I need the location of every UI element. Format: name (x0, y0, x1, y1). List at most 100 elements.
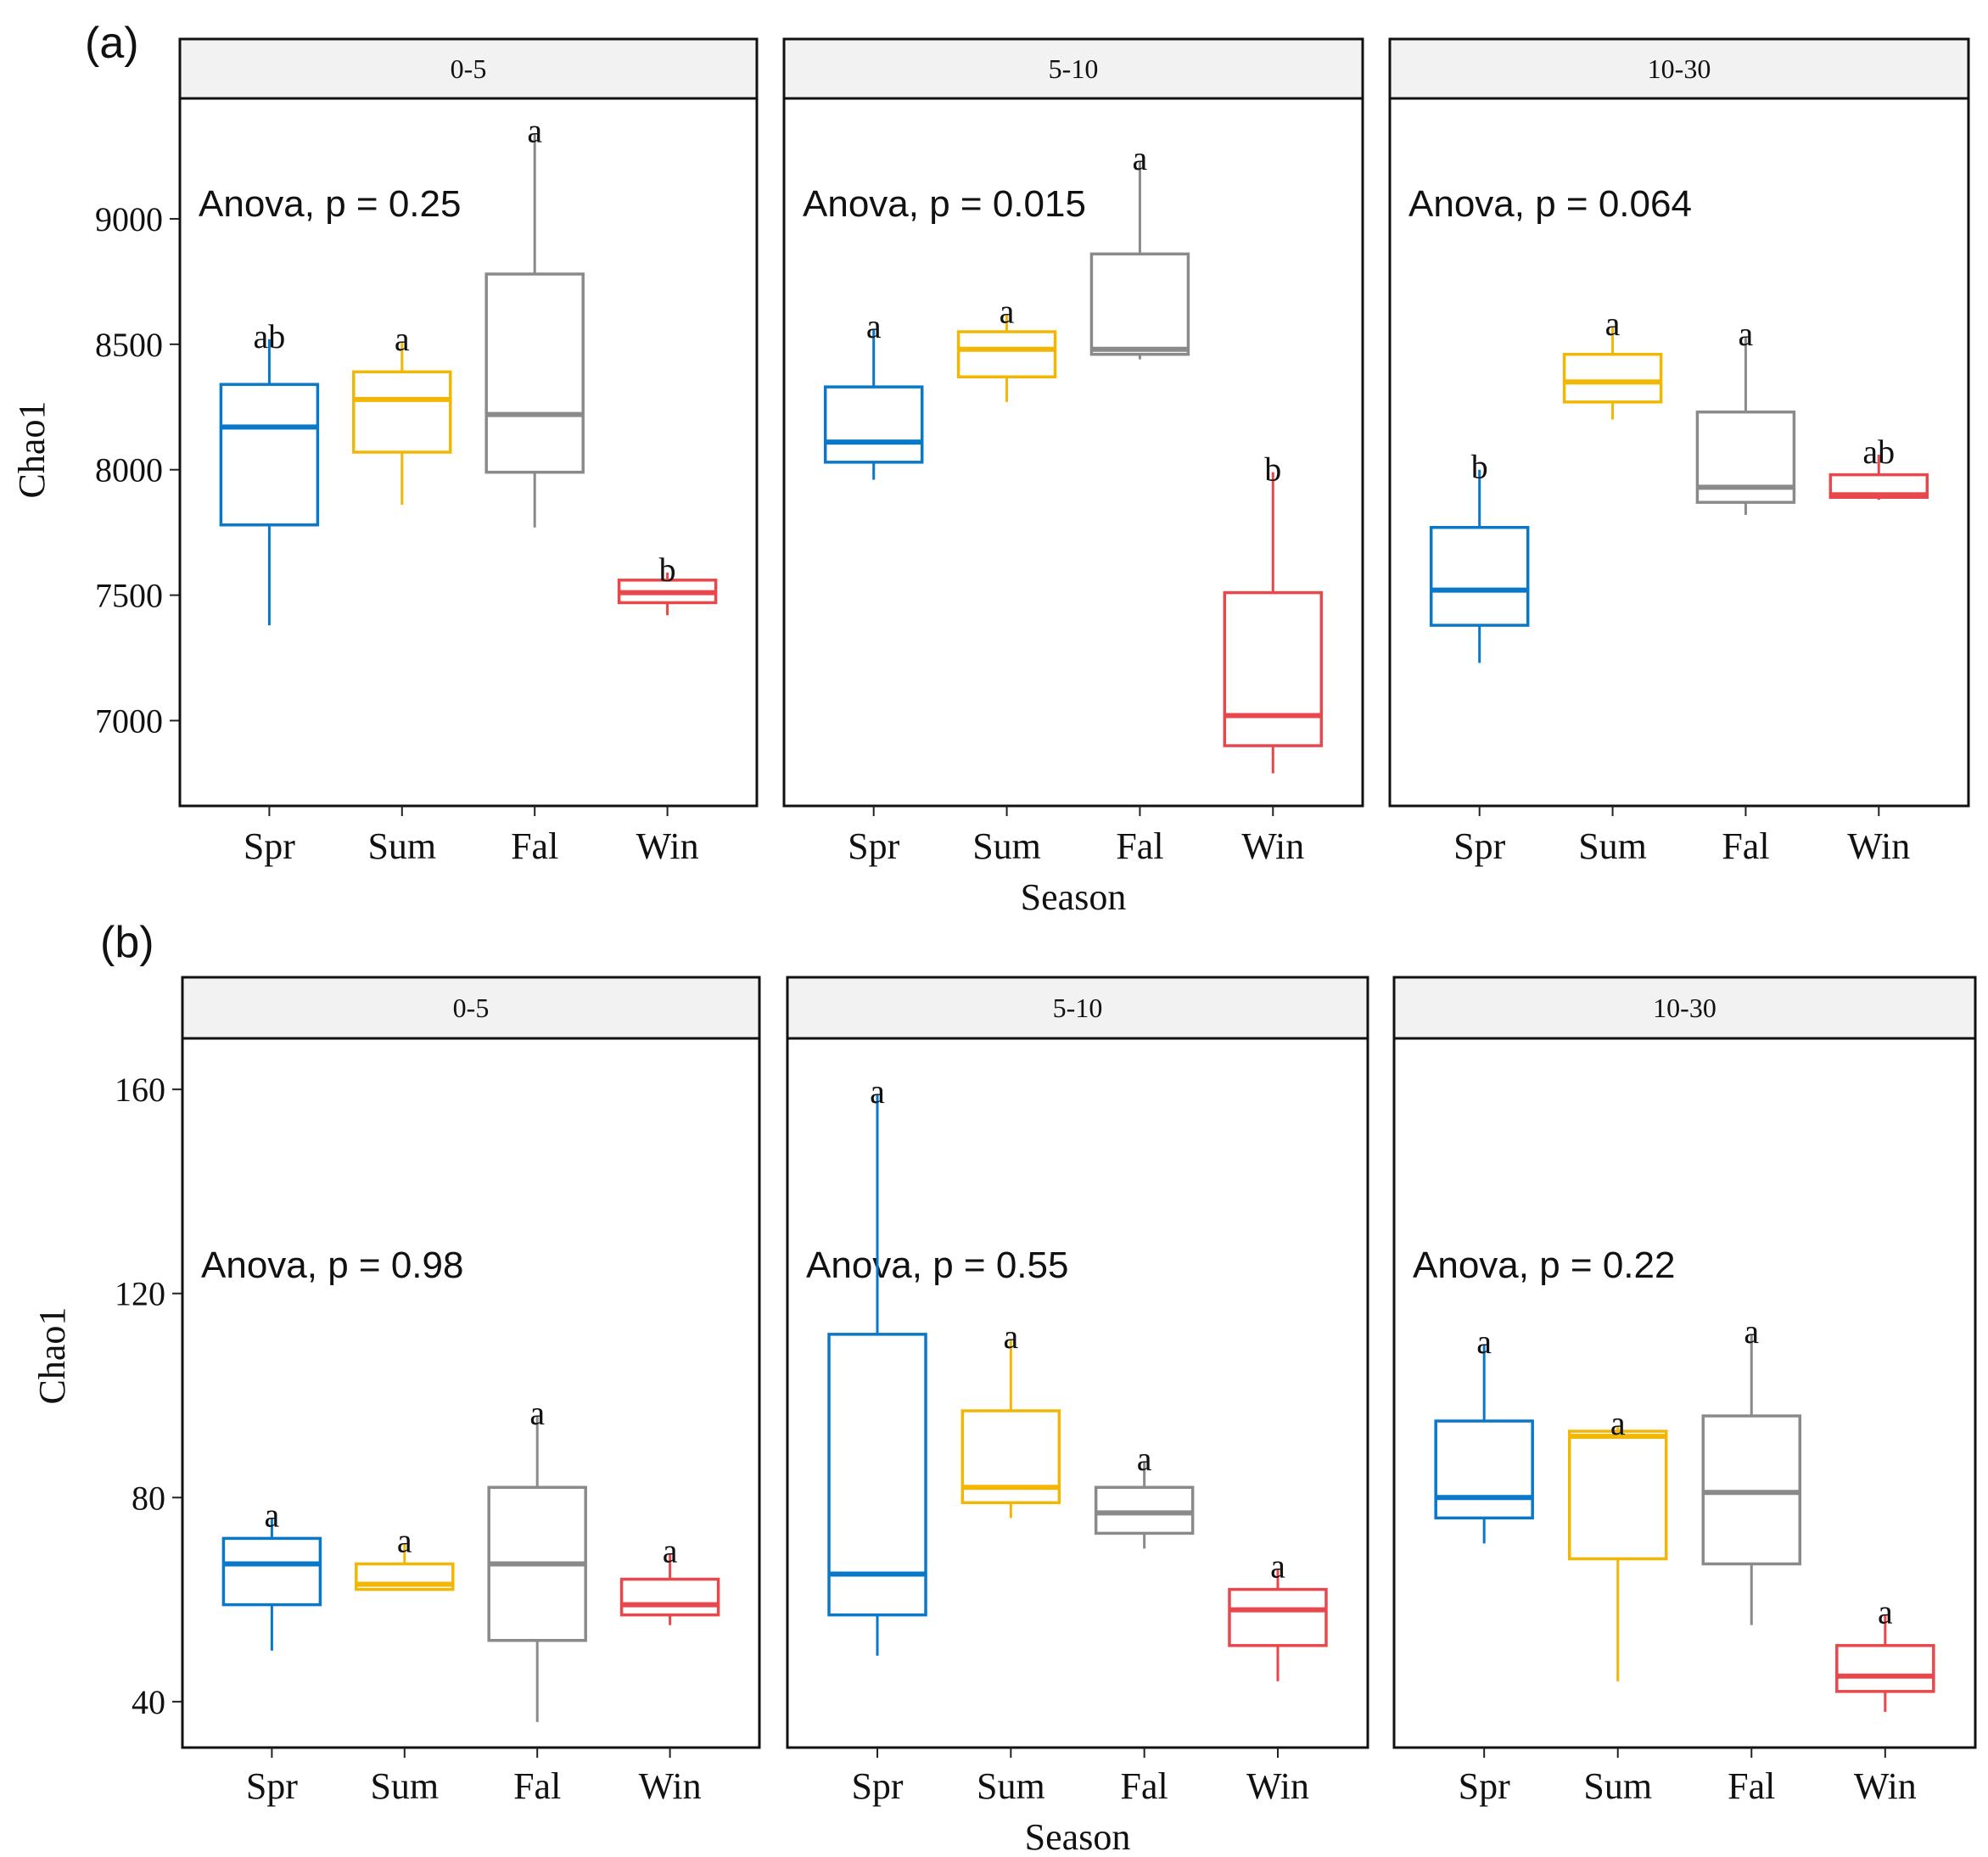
box-fal: a Fal (1089, 139, 1190, 867)
significance-letter: a (529, 1394, 545, 1432)
y-tick-label: 160 (115, 1071, 165, 1109)
x-tick-label: Win (1241, 825, 1304, 867)
facet-10-30: 10-30 Anova, p = 0.22 a Spr a Sum a Fal a Win (1392, 976, 1977, 1807)
x-tick-label: Fal (511, 825, 558, 867)
box-win: a Win (1228, 1547, 1328, 1807)
x-tick-label: Spr (848, 825, 899, 867)
box-iqr (1567, 1429, 1668, 1561)
box-win: b Win (617, 551, 718, 867)
significance-letter: a (1605, 305, 1621, 343)
y-axis-title: Chao1 (11, 401, 53, 499)
anova-label: Anova, p = 0.22 (1413, 1245, 1675, 1286)
facet-plot-area (1392, 1037, 1977, 1749)
box-sum: a Sum (956, 292, 1057, 867)
significance-letter: a (395, 320, 410, 358)
y-tick-label: 40 (132, 1683, 165, 1721)
significance-letter: a (1270, 1547, 1285, 1585)
box-iqr (352, 370, 452, 454)
box-iqr (1562, 352, 1663, 404)
box-spr: a Spr (827, 1072, 927, 1807)
anova-label: Anova, p = 0.55 (806, 1245, 1068, 1286)
box-spr: a Spr (1434, 1323, 1534, 1807)
facet-10-30: 10-30 Anova, p = 0.064 b Spr a Sum a Fal ab Win (1388, 37, 1970, 867)
facet-strip-label: 5-10 (1049, 53, 1099, 84)
facet-0-5: 0-5 Anova, p = 0.25 ab Spr a Sum a Fal b Win (178, 37, 759, 867)
significance-letter: a (527, 111, 542, 149)
x-tick-label: Win (636, 825, 699, 867)
significance-letter: b (659, 551, 676, 589)
box-spr: a Spr (823, 307, 924, 867)
significance-letter: a (866, 307, 882, 345)
facet-5-10: 5-10 Anova, p = 0.55 a Spr a Sum a Fal a Win (786, 976, 1369, 1807)
box-iqr (219, 383, 320, 527)
x-tick-label: Sum (977, 1765, 1045, 1807)
box-fal: a Fal (1094, 1440, 1195, 1807)
significance-letter: ab (254, 317, 286, 355)
x-tick-label: Spr (851, 1765, 903, 1807)
y-tick-label: 9000 (95, 200, 163, 238)
significance-letter: a (1133, 139, 1148, 177)
y-tick-label: 7500 (95, 577, 163, 615)
box-iqr (827, 1333, 927, 1617)
x-tick-label: Win (1854, 1765, 1917, 1807)
x-axis-title: Season (1021, 876, 1127, 918)
significance-letter: a (1610, 1404, 1626, 1442)
x-tick-label: Spr (246, 1765, 298, 1807)
box-iqr (823, 385, 924, 464)
x-tick-label: Sum (972, 825, 1041, 867)
box-iqr (1429, 525, 1530, 627)
box-iqr (1094, 1485, 1195, 1535)
box-win: a Win (619, 1531, 720, 1807)
box-sum: a Sum (352, 320, 452, 867)
box-fal: a Fal (487, 1394, 587, 1807)
facet-strip (1392, 976, 1977, 1040)
facet-plot-area (1388, 97, 1970, 808)
box-iqr (221, 1536, 322, 1607)
anova-label: Anova, p = 0.064 (1408, 183, 1692, 225)
significance-letter: b (1264, 450, 1281, 489)
box-win: b Win (1223, 450, 1324, 867)
y-tick-label: 8000 (95, 451, 163, 489)
facet-plot-area (181, 1037, 761, 1749)
facet-strip-label: 0-5 (451, 53, 487, 84)
panel-label: (b) (100, 918, 154, 967)
box-iqr (1228, 1587, 1328, 1647)
box-iqr (956, 330, 1057, 379)
box-spr: a Spr (221, 1496, 322, 1807)
y-tick-label: 7000 (95, 702, 163, 740)
significance-letter: a (1003, 1317, 1018, 1356)
y-tick-label: 8500 (95, 326, 163, 364)
facet-strip (181, 976, 761, 1040)
x-tick-label: Fal (1722, 825, 1769, 867)
significance-letter: a (1476, 1323, 1492, 1361)
significance-letter: a (397, 1521, 412, 1559)
box-win: ab Win (1828, 433, 1929, 867)
box-iqr (484, 272, 585, 474)
significance-letter: a (1137, 1440, 1152, 1478)
x-tick-label: Sum (367, 825, 436, 867)
x-tick-label: Fal (1121, 1765, 1168, 1807)
facet-strip (178, 37, 759, 100)
x-tick-label: Fal (1116, 825, 1163, 867)
significance-letter: a (663, 1531, 678, 1569)
facet-strip-label: 0-5 (453, 993, 490, 1023)
significance-letter: a (1000, 292, 1015, 330)
chart-block-b: (b) Chao1 40 80 120 160 Season 0-5 Anova, p = 0.… (31, 918, 1977, 1857)
box-iqr (1434, 1419, 1534, 1520)
y-tick-label: 80 (132, 1479, 165, 1517)
significance-letter: a (1878, 1593, 1893, 1631)
box-win: a Win (1835, 1593, 1935, 1807)
x-tick-label: Fal (513, 1765, 561, 1807)
facet-strip-label: 5-10 (1053, 993, 1103, 1023)
x-tick-label: Sum (1583, 1765, 1652, 1807)
facet-5-10: 5-10 Anova, p = 0.015 a Spr a Sum a Fal b Win (782, 37, 1364, 867)
x-tick-label: Win (1847, 825, 1910, 867)
significance-letter: a (265, 1496, 280, 1534)
x-tick-label: Win (1246, 1765, 1309, 1807)
significance-letter: a (1744, 1312, 1759, 1351)
chart-block-a: (a) Chao1 7000 7500 8000 8500 9000 Season 0-5 Ano… (11, 19, 1970, 918)
facet-strip-label: 10-30 (1648, 53, 1711, 84)
x-tick-label: Win (639, 1765, 702, 1807)
box-iqr (1223, 590, 1324, 747)
